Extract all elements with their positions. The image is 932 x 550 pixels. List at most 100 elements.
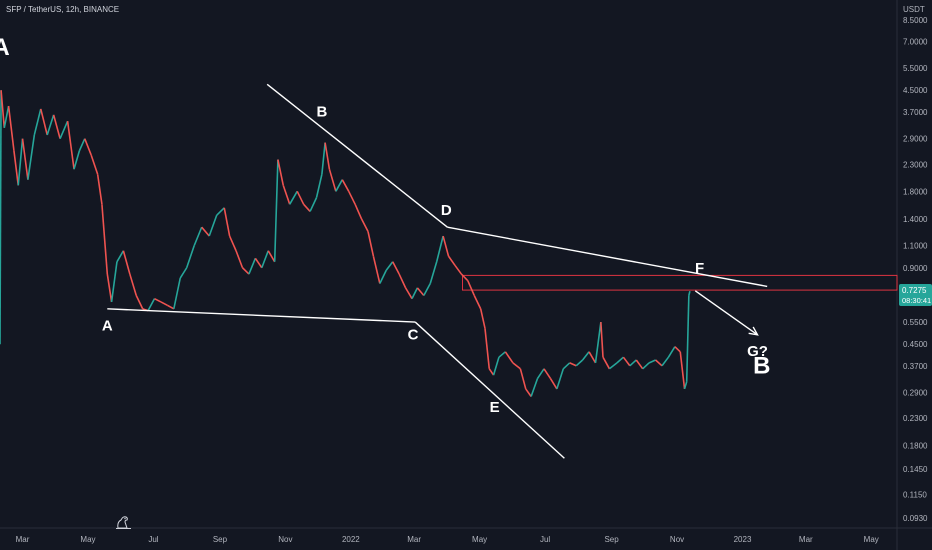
trendline [694, 290, 758, 336]
price-segment [167, 304, 175, 310]
resistance-zone-box [461, 274, 898, 291]
price-segment [391, 261, 400, 275]
price-segment [556, 368, 565, 390]
price-segment [39, 108, 48, 136]
price-segment [289, 190, 298, 205]
last-price-badge: 0.7275 08:30:41 [899, 284, 932, 306]
price-segment [435, 235, 444, 262]
price-segment [536, 368, 545, 379]
price-tick-label: 0.1150 [903, 491, 927, 500]
price-tick-label: 0.1450 [903, 465, 928, 474]
price-segment [282, 185, 291, 205]
price-segment [84, 138, 92, 156]
price-segment [110, 261, 118, 303]
time-tick-label: 2023 [734, 535, 752, 544]
price-segment [411, 287, 419, 300]
trendline [107, 308, 416, 323]
price-segment [447, 255, 456, 266]
price-segment [530, 378, 539, 397]
price-segment [267, 250, 276, 263]
price-segment [296, 190, 305, 205]
price-segment [385, 261, 394, 271]
price-segment [602, 356, 611, 370]
price-segment [179, 267, 188, 279]
price-segment [429, 261, 438, 284]
price-segment [648, 359, 656, 364]
price-segment [324, 142, 331, 170]
price-segment [488, 368, 495, 376]
time-tick-label: May [80, 535, 95, 544]
wave-label: F [695, 260, 704, 277]
price-segment [543, 368, 552, 379]
wave-label: A [0, 34, 10, 61]
price-segment [309, 197, 318, 212]
time-tick-label: Sep [604, 535, 619, 544]
price-segment [581, 351, 590, 361]
price-segment [504, 351, 514, 364]
currency-label: USDT [903, 5, 925, 14]
price-segment [52, 114, 61, 139]
wave-label: E [490, 399, 500, 416]
price-segment [129, 273, 138, 296]
price-segment [21, 138, 29, 180]
wave-label: B [753, 352, 770, 379]
price-segment [569, 362, 577, 367]
price-tick-label: 0.9000 [903, 264, 928, 273]
price-segment [467, 280, 475, 296]
wave-label: G? [747, 343, 768, 360]
price-segment [17, 138, 24, 186]
time-tick-label: May [472, 535, 487, 544]
symbol-title: SFP / TetherUS, 12h, BINANCE [6, 5, 119, 14]
price-segment [460, 273, 469, 282]
tradingview-dino-icon [116, 516, 131, 529]
price-segment [683, 381, 688, 390]
price-segment [66, 121, 75, 170]
time-tick-label: Nov [670, 535, 684, 544]
price-segment [512, 362, 521, 370]
price-segment [154, 297, 162, 303]
bar-countdown: 08:30:41 [902, 296, 931, 305]
price-segment [248, 258, 257, 275]
price-segment [273, 159, 279, 262]
price-segment [328, 168, 337, 192]
price-segment [122, 250, 131, 275]
price-segment [685, 295, 690, 382]
time-tick-label: Mar [16, 535, 30, 544]
price-segment [347, 190, 356, 205]
price-segment [193, 226, 203, 246]
wave-label: C [408, 326, 419, 343]
price-segment [46, 114, 55, 136]
price-segment [473, 295, 482, 310]
wave-label: D [441, 202, 452, 219]
price-segment [688, 291, 691, 296]
price-segment [525, 388, 532, 397]
time-tick-label: 2022 [342, 535, 360, 544]
price-segment [135, 295, 144, 310]
price-segment [335, 179, 343, 192]
price-segment [0, 90, 6, 128]
price-segment [498, 351, 506, 358]
price-segment [600, 322, 604, 358]
price-tick-label: 2.3000 [903, 160, 928, 169]
price-segment [367, 231, 375, 257]
price-axis[interactable]: 8.5000 7.0000 5.5000 4.5000 3.7000 2.9000 2.30… [903, 16, 928, 523]
price-tick-label: 0.4500 [903, 340, 928, 349]
wave-label: A [102, 317, 113, 334]
price-segment [303, 203, 311, 212]
price-segment [3, 105, 10, 129]
time-tick-label: Mar [799, 535, 813, 544]
price-segment [7, 105, 15, 151]
price-segment [96, 174, 103, 205]
time-axis[interactable]: Mar May Jul Sep Nov 2022 Mar May Jul Sep Nov 2023 Ma… [16, 535, 879, 544]
resistance-zone [461, 274, 898, 291]
price-segment [201, 226, 210, 237]
price-segment [674, 346, 681, 353]
price-segment [454, 264, 463, 275]
price-segment [679, 351, 686, 390]
price-segment [315, 174, 323, 198]
price-segment [492, 356, 500, 376]
price-segment [354, 203, 363, 220]
trendlines [107, 83, 768, 459]
price-segment [562, 362, 571, 370]
